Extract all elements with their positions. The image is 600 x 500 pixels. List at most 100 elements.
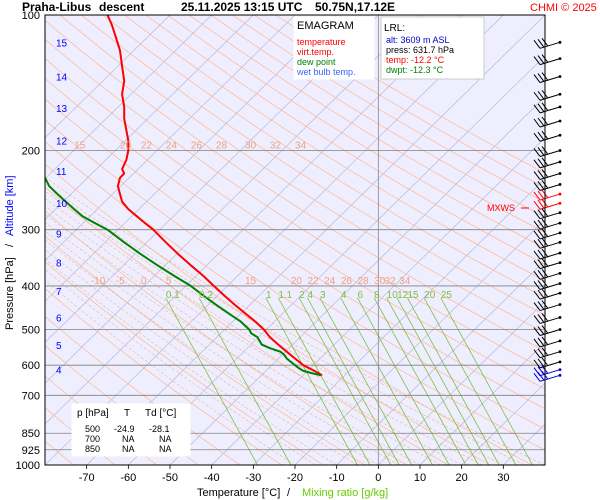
dry-adiabat-line bbox=[45, 58, 545, 390]
isotherm-line bbox=[419, 341, 545, 465]
x-axis-temperature-label: Temperature [°C] bbox=[197, 487, 280, 499]
mixing-ratio-label: 0.2 bbox=[199, 290, 213, 301]
mixing-ratio-label: 10 bbox=[387, 290, 399, 301]
table-cell: NA bbox=[159, 434, 172, 444]
temperature-tick-label: -50 bbox=[162, 472, 178, 484]
temperature-tick-label: 30 bbox=[497, 472, 509, 484]
altitude-km-label: 11 bbox=[56, 167, 67, 178]
mixing-ratio-label: 0.1 bbox=[166, 290, 180, 301]
lrl-title: LRL: bbox=[384, 23, 405, 34]
isotherm-line bbox=[45, 15, 421, 384]
series-dew-point-line bbox=[45, 176, 322, 377]
moist-adiabat-line bbox=[45, 239, 379, 465]
isotherm-line bbox=[587, 15, 600, 465]
table-cell: -28.1 bbox=[149, 424, 170, 434]
moist-adiabat-label: -5 bbox=[116, 276, 125, 287]
moist-adiabat-label: 20 bbox=[291, 276, 303, 287]
mixing-ratio-label: 12 bbox=[397, 290, 409, 301]
moist-adiabat-label: -10 bbox=[91, 276, 106, 287]
altitude-km-label: 15 bbox=[56, 38, 68, 49]
legend-item-dew-point: dew point bbox=[297, 57, 336, 67]
legend-item-temperature: temperature bbox=[297, 37, 346, 47]
table-cell: NA bbox=[159, 444, 172, 454]
altitude-km-label: 5 bbox=[56, 341, 62, 352]
temperature-tick-label: -30 bbox=[245, 472, 261, 484]
mixing-ratio-label: 6 bbox=[358, 290, 364, 301]
y-axis-pressure-label: Pressure [hPa] bbox=[4, 257, 16, 330]
y-axis-title: Pressure [hPa] / Altitude [km] bbox=[4, 175, 16, 330]
altitude-km-label: 6 bbox=[56, 313, 62, 324]
dry-adiabat-label: 15 bbox=[74, 140, 86, 151]
mixing-ratio-lines bbox=[165, 297, 533, 465]
mixing-ratio-line bbox=[357, 297, 450, 465]
isotherm-line bbox=[45, 15, 254, 220]
data-table-box bbox=[71, 403, 191, 457]
dry-adiabat-line bbox=[45, 20, 545, 352]
dry-adiabat-label: 32 bbox=[270, 140, 282, 151]
mixing-ratio-line bbox=[440, 297, 533, 465]
mixing-ratio-line bbox=[396, 297, 490, 465]
wind-barb-icon bbox=[533, 371, 562, 382]
temperature-tick-label: -70 bbox=[79, 472, 95, 484]
mixing-ratio-line bbox=[198, 297, 292, 465]
moist-adiabat-label: 30 bbox=[374, 276, 386, 287]
dry-adiabat-label: 22 bbox=[141, 140, 153, 151]
datetime-label: 25.11.2025 13:15 UTC bbox=[181, 0, 303, 14]
table-header-p: p [hPa] bbox=[77, 408, 109, 419]
mixing-ratio-label: 2 bbox=[299, 290, 305, 301]
moist-adiabat-label: 34 bbox=[399, 276, 411, 287]
x-axis-mixing-label: Mixing ratio [g/kg] bbox=[302, 487, 388, 499]
coords-label: 50.75N,17.12E bbox=[315, 0, 395, 14]
wind-barb-icon bbox=[533, 258, 562, 270]
dry-adiabat-line bbox=[189, 15, 545, 233]
temperature-tick-label: -60 bbox=[120, 472, 136, 484]
dry-adiabat-line bbox=[232, 15, 545, 203]
lrl-dwpt: dwpt: -12.3 °C bbox=[386, 65, 444, 75]
dry-adiabat-line bbox=[45, 38, 545, 371]
isotherm-line bbox=[544, 464, 545, 465]
mixing-ratio-label: 20 bbox=[424, 290, 436, 301]
mixing-ratio-label: 25 bbox=[441, 290, 453, 301]
table-cell: 700 bbox=[85, 434, 100, 444]
temperature-tick-label: 10 bbox=[414, 472, 426, 484]
temperature-tick-label: -20 bbox=[287, 472, 303, 484]
moist-adiabat-line bbox=[45, 230, 400, 465]
altitude-km-label: 13 bbox=[56, 104, 68, 115]
mixing-ratio-label: 3 bbox=[320, 290, 326, 301]
isotherm-line bbox=[294, 219, 545, 465]
moist-adiabat-line bbox=[45, 190, 504, 465]
dry-adiabat-line bbox=[59, 15, 545, 334]
profile-curves bbox=[45, 15, 323, 377]
isotherm-line bbox=[378, 300, 545, 465]
dry-adiabat-label: 26 bbox=[191, 140, 203, 151]
table-cell: NA bbox=[122, 444, 135, 454]
mixing-ratio-line bbox=[407, 297, 500, 465]
plot-background bbox=[45, 15, 545, 465]
dry-adiabat-line bbox=[210, 15, 545, 218]
moist-adiabat-label: 22 bbox=[308, 276, 320, 287]
mixing-ratio-line bbox=[298, 297, 392, 465]
mixing-ratio-line bbox=[373, 297, 467, 465]
moist-adiabat-line bbox=[45, 279, 296, 465]
isotherm-line bbox=[45, 15, 462, 425]
altitude-km-label: 10 bbox=[56, 199, 68, 210]
dry-adiabat-line bbox=[167, 15, 545, 249]
pressure-tick-label: 925 bbox=[22, 445, 40, 457]
temperature-tick-label: -10 bbox=[329, 472, 345, 484]
dry-adiabat-line bbox=[145, 15, 545, 265]
wind-barb-icon bbox=[533, 180, 562, 191]
mixing-ratio-line bbox=[307, 297, 400, 465]
dry-adiabat-label: 24 bbox=[166, 140, 178, 151]
mixing-ratio-label: 1.1 bbox=[278, 290, 292, 301]
dry-adiabat-line bbox=[81, 15, 545, 316]
mixing-ratio-line bbox=[386, 297, 479, 465]
moist-adiabat-label: 24 bbox=[324, 276, 336, 287]
wind-barb-icon bbox=[533, 72, 562, 84]
wind-barb-icon bbox=[533, 313, 562, 324]
lrl-temp: temp: -12.2 °C bbox=[386, 55, 445, 65]
dry-adiabat-line bbox=[45, 98, 545, 430]
isotherm-line bbox=[45, 15, 379, 343]
